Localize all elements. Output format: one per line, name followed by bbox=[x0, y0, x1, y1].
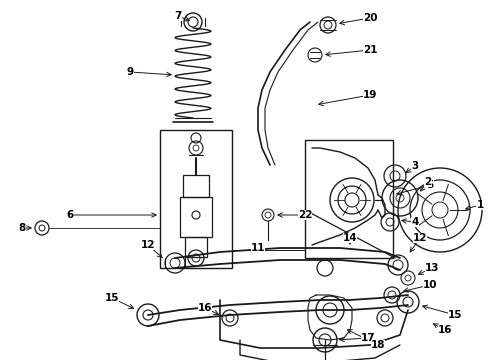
Text: 11: 11 bbox=[251, 243, 265, 253]
Text: 21: 21 bbox=[363, 45, 377, 55]
Text: 15: 15 bbox=[105, 293, 119, 303]
Text: 13: 13 bbox=[425, 263, 439, 273]
Text: 16: 16 bbox=[198, 303, 212, 313]
Text: 12: 12 bbox=[141, 240, 155, 250]
Text: 12: 12 bbox=[413, 233, 427, 243]
Text: 14: 14 bbox=[343, 233, 357, 243]
Text: 2: 2 bbox=[424, 177, 432, 187]
Text: 1: 1 bbox=[476, 200, 484, 210]
Text: 10: 10 bbox=[423, 280, 437, 290]
Text: 6: 6 bbox=[66, 210, 74, 220]
Bar bbox=[180, 197, 212, 237]
Text: 19: 19 bbox=[363, 90, 377, 100]
Text: 9: 9 bbox=[126, 67, 134, 77]
Bar bbox=[183, 175, 209, 197]
Bar bbox=[305, 140, 393, 258]
Bar bbox=[160, 130, 232, 268]
Bar bbox=[185, 237, 207, 257]
Text: 4: 4 bbox=[411, 217, 418, 227]
Text: 18: 18 bbox=[371, 340, 385, 350]
Text: 8: 8 bbox=[19, 223, 25, 233]
Text: 15: 15 bbox=[448, 310, 462, 320]
Text: 17: 17 bbox=[361, 333, 375, 343]
Text: 3: 3 bbox=[412, 161, 418, 171]
Text: 7: 7 bbox=[174, 11, 182, 21]
Text: 20: 20 bbox=[363, 13, 377, 23]
Text: 22: 22 bbox=[298, 210, 312, 220]
Text: 5: 5 bbox=[426, 180, 434, 190]
Text: 16: 16 bbox=[438, 325, 452, 335]
